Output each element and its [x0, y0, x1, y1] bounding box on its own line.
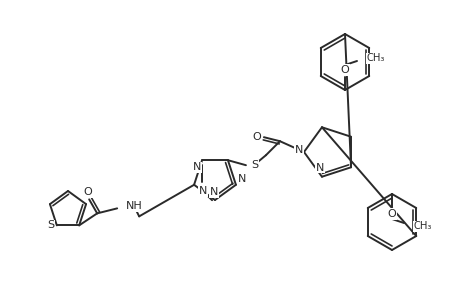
- Text: CH₃: CH₃: [413, 221, 431, 231]
- Text: O: O: [84, 188, 92, 197]
- Text: S: S: [47, 220, 54, 230]
- Text: O: O: [252, 132, 261, 142]
- Text: S: S: [251, 160, 257, 170]
- Text: N: N: [237, 174, 246, 184]
- Text: N: N: [209, 187, 218, 197]
- Text: N: N: [198, 186, 207, 196]
- Text: NH: NH: [126, 201, 143, 212]
- Text: N: N: [315, 163, 324, 173]
- Text: CH₃: CH₃: [366, 53, 385, 63]
- Text: N: N: [294, 145, 302, 155]
- Text: N: N: [192, 162, 201, 172]
- Text: O: O: [340, 65, 349, 75]
- Text: O: O: [387, 209, 396, 219]
